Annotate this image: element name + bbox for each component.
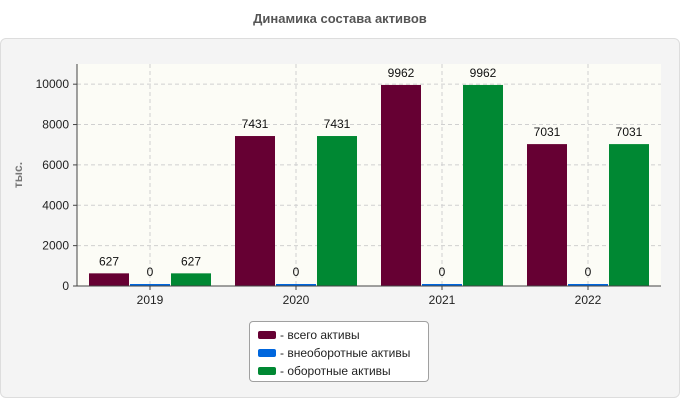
legend-swatch-total-assets	[258, 331, 276, 339]
bar	[317, 136, 357, 286]
bar	[130, 284, 170, 286]
y-tick-label: 10000	[36, 77, 70, 91]
bar-value-label: 627	[181, 254, 201, 268]
x-tick-label: 2021	[429, 293, 456, 307]
x-tick-label: 2020	[283, 293, 310, 307]
y-tick-label: 0	[62, 279, 69, 293]
legend-label-noncurrent-assets: - внеоборотные активы	[280, 346, 411, 360]
bars	[89, 84, 649, 286]
legend-swatch-current-assets	[258, 367, 276, 375]
bar-value-label: 627	[99, 254, 119, 268]
legend-item-total-assets: - всего активы	[258, 326, 420, 344]
y-tick-label: 2000	[42, 239, 69, 253]
legend-label-current-assets: - оборотные активы	[280, 364, 391, 378]
bar	[568, 284, 608, 286]
bar	[609, 144, 649, 286]
y-tick-label: 8000	[42, 118, 69, 132]
bar-value-label: 0	[585, 265, 592, 279]
bar	[463, 84, 503, 286]
legend: - всего активы - внеоборотные активы - о…	[249, 321, 429, 382]
bar-value-label: 0	[439, 265, 446, 279]
y-tick-label: 4000	[42, 198, 69, 212]
bar-value-label: 9962	[388, 66, 415, 80]
x-axis-ticks: 2019 2020 2021 2022	[137, 286, 602, 307]
bar	[527, 144, 567, 286]
data-labels: 627 0 627 7431 0 7431 9962 0 9962 7031 0 7031	[99, 66, 643, 279]
bar	[171, 273, 211, 286]
legend-item-noncurrent-assets: - внеоборотные активы	[258, 344, 420, 362]
bar	[235, 136, 275, 286]
bar-value-label: 9962	[470, 66, 497, 80]
y-tick-label: 6000	[42, 158, 69, 172]
bar-value-label: 7431	[242, 117, 269, 131]
bar	[276, 284, 316, 286]
bar	[422, 284, 462, 286]
bar	[89, 273, 129, 286]
y-axis-ticks: 0 2000 4000 6000 8000 10000	[36, 77, 77, 293]
bar-value-label: 0	[293, 265, 300, 279]
x-tick-label: 2019	[137, 293, 164, 307]
bar-value-label: 7431	[324, 117, 351, 131]
bar-value-label: 0	[147, 265, 154, 279]
legend-item-current-assets: - оборотные активы	[258, 362, 420, 380]
chart-title: Динамика состава активов	[253, 11, 427, 26]
bar-value-label: 7031	[616, 125, 643, 139]
y-axis-label: тыс.	[11, 162, 25, 188]
legend-swatch-noncurrent-assets	[258, 349, 276, 357]
plot-area	[77, 64, 661, 286]
x-tick-label: 2022	[575, 293, 602, 307]
bar	[381, 84, 421, 286]
bar-value-label: 7031	[534, 125, 561, 139]
legend-label-total-assets: - всего активы	[280, 328, 360, 342]
